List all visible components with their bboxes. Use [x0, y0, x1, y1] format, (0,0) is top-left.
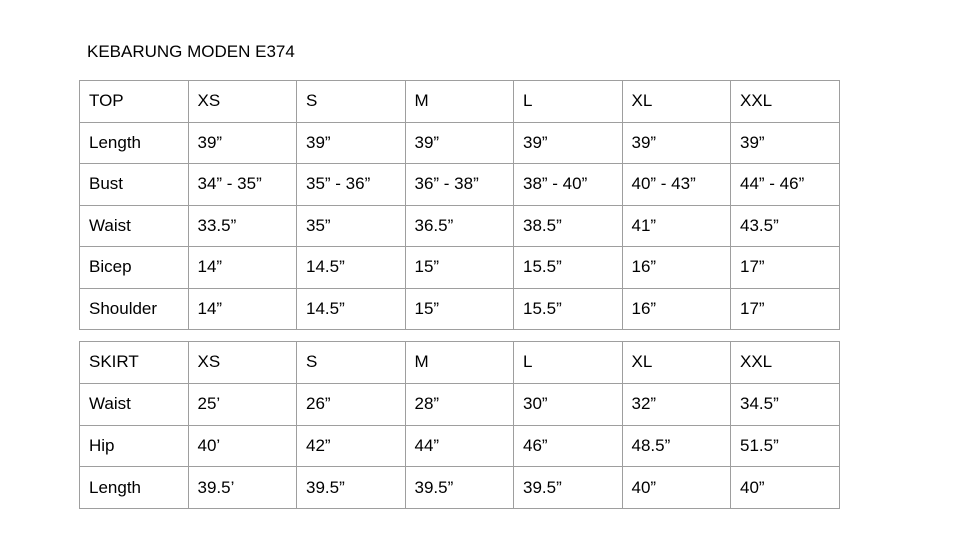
row-label-cell: Bicep — [79, 246, 189, 289]
row-label-cell: Bust — [79, 163, 189, 206]
table-row: Length 39.5’ 39.5” 39.5” 39.5” 40” 40” — [79, 466, 840, 510]
table-cell: XS — [187, 80, 297, 123]
table-cell: 41” — [621, 204, 731, 247]
table-cell: 16” — [621, 246, 731, 289]
row-label-cell: Hip — [79, 424, 189, 468]
table-row: Bust 34” - 35” 35” - 36” 36” - 38” 38” - 40”… — [79, 163, 840, 206]
table-cell: 17” — [730, 287, 840, 330]
row-label-cell: TOP — [79, 80, 189, 123]
table-cell: M — [404, 341, 514, 384]
table-cell: 43.5” — [730, 204, 840, 247]
table-cell: 39.5” — [404, 466, 514, 510]
table-cell: 35” — [296, 204, 406, 247]
table-cell: 32” — [621, 382, 731, 426]
table-cell: 38” - 40” — [513, 163, 623, 206]
table-cell: L — [513, 341, 623, 384]
table-row: Waist 33.5” 35” 36.5” 38.5” 41” 43.5” — [79, 204, 840, 247]
table-row: Waist 25’ 26” 28” 30” 32” 34.5” — [79, 382, 840, 426]
table-row: Shoulder 14” 14.5” 15” 15.5” 16” 17” — [79, 287, 840, 330]
table-cell: 30” — [513, 382, 623, 426]
table-cell: XXL — [730, 80, 840, 123]
table-row: Bicep 14” 14.5” 15” 15.5” 16” 17” — [79, 246, 840, 289]
table-cell: L — [513, 80, 623, 123]
table-cell: 14.5” — [296, 287, 406, 330]
table-cell: 34” - 35” — [187, 163, 297, 206]
table-cell: 35” - 36” — [296, 163, 406, 206]
table-cell: 38.5” — [513, 204, 623, 247]
table-row: Length 39” 39” 39” 39” 39” 39” — [79, 121, 840, 164]
table-cell: 39.5” — [296, 466, 406, 510]
table-cell: 44” — [404, 424, 514, 468]
table-cell: 39” — [621, 121, 731, 164]
skirt-size-table: SKIRT XS S M L XL XXL Waist 25’ 26” 28” 30” 32” 34.5”… — [79, 341, 840, 510]
table-cell: 39.5” — [513, 466, 623, 510]
table-cell: 33.5” — [187, 204, 297, 247]
table-cell: 14” — [187, 287, 297, 330]
table-cell: 44” - 46” — [730, 163, 840, 206]
table-cell: 39.5’ — [187, 466, 297, 510]
table-cell: 39” — [187, 121, 297, 164]
table-cell: 16” — [621, 287, 731, 330]
page-title: KEBARUNG MODEN E374 — [87, 42, 295, 61]
table-cell: 40” — [730, 466, 840, 510]
header-row: TOP XS S M L XL XXL — [79, 80, 840, 123]
header-row: SKIRT XS S M L XL XXL — [79, 341, 840, 384]
table-cell: M — [404, 80, 514, 123]
row-label-cell: SKIRT — [79, 341, 189, 384]
table-cell: 15” — [404, 287, 514, 330]
table-cell: 36” - 38” — [404, 163, 514, 206]
table-cell: 25’ — [187, 382, 297, 426]
table-cell: 28” — [404, 382, 514, 426]
table-cell: 40’ — [187, 424, 297, 468]
row-label-cell: Waist — [79, 382, 189, 426]
table-cell: 14.5” — [296, 246, 406, 289]
table-cell: 15.5” — [513, 246, 623, 289]
table-cell: XL — [621, 80, 731, 123]
row-label-cell: Length — [79, 466, 189, 510]
table-cell: XS — [187, 341, 297, 384]
table-cell: 39” — [404, 121, 514, 164]
table-cell: S — [296, 341, 406, 384]
table-cell: 48.5” — [621, 424, 731, 468]
table-cell: 46” — [513, 424, 623, 468]
table-cell: 51.5” — [730, 424, 840, 468]
table-cell: 15.5” — [513, 287, 623, 330]
table-cell: 36.5” — [404, 204, 514, 247]
table-cell: 42” — [296, 424, 406, 468]
row-label-cell: Length — [79, 121, 189, 164]
table-cell: 39” — [296, 121, 406, 164]
table-cell: S — [296, 80, 406, 123]
table-cell: 40” — [621, 466, 731, 510]
table-cell: 14” — [187, 246, 297, 289]
table-cell: 39” — [730, 121, 840, 164]
row-label-cell: Waist — [79, 204, 189, 247]
table-cell: 39” — [513, 121, 623, 164]
table-row: Hip 40’ 42” 44” 46” 48.5” 51.5” — [79, 424, 840, 468]
table-cell: 40” - 43” — [621, 163, 731, 206]
table-cell: 17” — [730, 246, 840, 289]
table-cell: XL — [621, 341, 731, 384]
table-cell: XXL — [730, 341, 840, 384]
top-size-table: TOP XS S M L XL XXL Length 39” 39” 39” 39” 39” 39” Bus… — [79, 80, 840, 330]
table-cell: 15” — [404, 246, 514, 289]
table-cell: 34.5” — [730, 382, 840, 426]
table-cell: 26” — [296, 382, 406, 426]
row-label-cell: Shoulder — [79, 287, 189, 330]
